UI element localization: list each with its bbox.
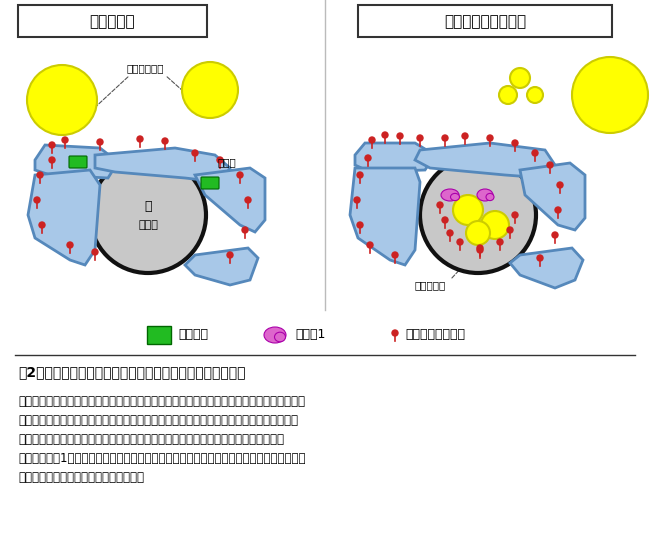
Circle shape xyxy=(537,255,543,261)
Circle shape xyxy=(162,138,168,144)
Circle shape xyxy=(354,197,360,203)
Circle shape xyxy=(466,221,490,245)
Text: 小胞体: 小胞体 xyxy=(218,157,237,167)
Circle shape xyxy=(447,230,453,236)
Circle shape xyxy=(217,157,223,163)
Circle shape xyxy=(392,330,398,336)
Polygon shape xyxy=(520,163,585,230)
Polygon shape xyxy=(195,168,265,232)
FancyBboxPatch shape xyxy=(69,156,87,168)
Polygon shape xyxy=(185,248,258,285)
Circle shape xyxy=(557,182,563,188)
Circle shape xyxy=(92,249,98,255)
Circle shape xyxy=(192,150,198,156)
Ellipse shape xyxy=(274,332,285,342)
Circle shape xyxy=(510,68,530,88)
FancyBboxPatch shape xyxy=(201,177,219,189)
Text: 内核膜: 内核膜 xyxy=(138,220,158,230)
Circle shape xyxy=(49,157,55,163)
Circle shape xyxy=(27,65,97,135)
Ellipse shape xyxy=(477,189,493,201)
Circle shape xyxy=(481,211,509,239)
Circle shape xyxy=(442,217,448,223)
Circle shape xyxy=(453,195,483,225)
Circle shape xyxy=(512,212,518,218)
Circle shape xyxy=(477,245,483,251)
Circle shape xyxy=(90,157,206,273)
FancyBboxPatch shape xyxy=(18,5,207,37)
Circle shape xyxy=(34,197,40,203)
Ellipse shape xyxy=(441,189,459,201)
Circle shape xyxy=(552,232,558,238)
Circle shape xyxy=(242,227,248,233)
Circle shape xyxy=(39,222,45,228)
Text: ホスファチジン酸: ホスファチジン酸 xyxy=(405,328,465,342)
Text: 図2：本研究で明らかになった核内脂肪滴形成のメカニズム: 図2：本研究で明らかになった核内脂肪滴形成のメカニズム xyxy=(18,365,246,379)
Circle shape xyxy=(382,132,388,138)
Circle shape xyxy=(462,133,468,139)
Circle shape xyxy=(357,172,363,178)
Circle shape xyxy=(237,172,243,178)
Text: 正常な細胞では小胞体でホスファチジン酸からトリグリセリドが合成され、セイピンがある
ことによって細胞質脂肪滴が効率よく形成される。一方、セイピンがない細胞では細: 正常な細胞では小胞体でホスファチジン酸からトリグリセリドが合成され、セイピンがあ… xyxy=(18,395,305,484)
Polygon shape xyxy=(35,145,118,178)
Circle shape xyxy=(365,155,371,161)
Circle shape xyxy=(547,162,553,168)
FancyBboxPatch shape xyxy=(147,326,171,344)
Polygon shape xyxy=(510,248,583,288)
Text: 正常な細胞: 正常な細胞 xyxy=(89,14,135,29)
Circle shape xyxy=(369,137,375,143)
Circle shape xyxy=(512,140,518,146)
Circle shape xyxy=(555,207,561,213)
Circle shape xyxy=(357,222,363,228)
Circle shape xyxy=(572,57,648,133)
Circle shape xyxy=(392,252,398,258)
Circle shape xyxy=(420,157,536,273)
Circle shape xyxy=(457,239,463,245)
Circle shape xyxy=(437,202,443,208)
Circle shape xyxy=(499,86,517,104)
Circle shape xyxy=(477,247,483,253)
Circle shape xyxy=(49,142,55,148)
Circle shape xyxy=(497,239,503,245)
Text: 核内脂肪滴: 核内脂肪滴 xyxy=(415,280,446,290)
Circle shape xyxy=(487,135,493,141)
Circle shape xyxy=(532,150,538,156)
FancyBboxPatch shape xyxy=(358,5,612,37)
Circle shape xyxy=(62,137,68,143)
Polygon shape xyxy=(28,170,100,265)
Text: 細胞質脂肪滴: 細胞質脂肪滴 xyxy=(126,63,164,73)
Circle shape xyxy=(367,242,373,248)
Circle shape xyxy=(97,139,103,145)
Ellipse shape xyxy=(450,193,460,201)
Ellipse shape xyxy=(486,193,494,201)
Text: セイピン: セイピン xyxy=(178,328,208,342)
Circle shape xyxy=(37,172,43,178)
Text: リピン1: リピン1 xyxy=(295,328,326,342)
Circle shape xyxy=(507,227,513,233)
Polygon shape xyxy=(95,148,230,182)
Circle shape xyxy=(397,133,403,139)
Circle shape xyxy=(137,136,143,142)
Circle shape xyxy=(417,135,423,141)
Circle shape xyxy=(245,197,251,203)
Text: 核: 核 xyxy=(144,200,151,214)
Ellipse shape xyxy=(264,327,286,343)
Circle shape xyxy=(67,242,73,248)
Polygon shape xyxy=(355,143,435,172)
Circle shape xyxy=(182,62,238,118)
Polygon shape xyxy=(350,168,420,265)
Circle shape xyxy=(227,252,233,258)
Circle shape xyxy=(527,87,543,103)
Circle shape xyxy=(442,135,448,141)
Text: セイピンがない細胞: セイピンがない細胞 xyxy=(444,14,526,29)
Polygon shape xyxy=(415,143,555,178)
